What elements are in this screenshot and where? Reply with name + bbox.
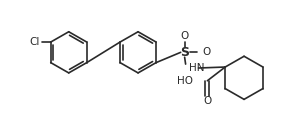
Text: Cl: Cl: [29, 37, 40, 47]
Text: O: O: [203, 96, 212, 106]
Text: HO: HO: [178, 76, 194, 86]
Text: O: O: [180, 31, 189, 41]
Text: HN: HN: [189, 63, 204, 73]
Text: O: O: [203, 47, 211, 57]
Text: S: S: [180, 46, 189, 59]
